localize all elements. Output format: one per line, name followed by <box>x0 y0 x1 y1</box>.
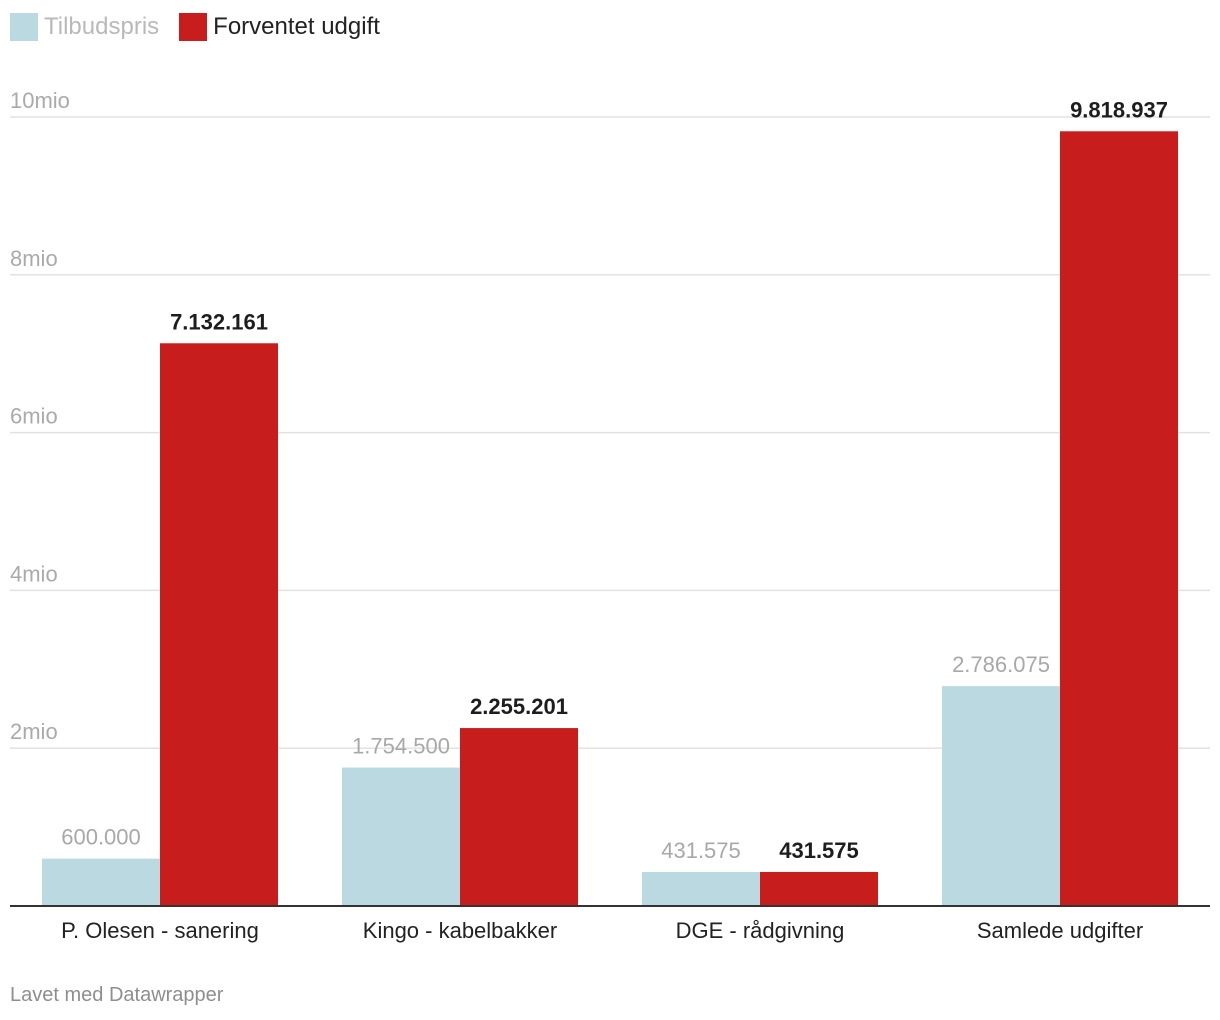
data-label-forventet-udgift-p-olesen-sanering: 7.132.161 <box>170 309 268 334</box>
data-label-tilbudspris-dge-rådgivning: 431.575 <box>661 838 741 863</box>
legend-label-tilbudspris: Tilbudspris <box>44 13 160 40</box>
legend-label-forventet-udgift: Forventet udgift <box>213 13 380 40</box>
y-tick-label-10mio: 10mio <box>10 88 70 113</box>
x-tick-label-p-olesen-sanering: P. Olesen - sanering <box>61 918 259 943</box>
bar-forventet-udgift-kingo-kabelbakker <box>460 728 578 906</box>
bar-tilbudspris-kingo-kabelbakker <box>342 767 460 906</box>
x-tick-label-kingo-kabelbakker: Kingo - kabelbakker <box>363 918 557 943</box>
bar-forventet-udgift-dge-rådgivning <box>760 871 878 906</box>
data-label-tilbudspris-samlede-udgifter: 2.786.075 <box>952 652 1050 677</box>
footer-credit: Lavet med Datawrapper <box>10 984 224 1006</box>
bar-tilbudspris-dge-rådgivning <box>642 871 760 906</box>
legend-swatch-forventet-udgift <box>179 13 208 41</box>
y-tick-label-6mio: 6mio <box>10 404 58 429</box>
bar-forventet-udgift-samlede-udgifter <box>1060 131 1178 906</box>
legend-item-tilbudspris: Tilbudspris <box>10 12 159 42</box>
data-label-forventet-udgift-kingo-kabelbakker: 2.255.201 <box>470 694 568 719</box>
y-tick-label-2mio: 2mio <box>10 719 58 744</box>
bar-forventet-udgift-p-olesen-sanering <box>160 343 278 907</box>
legend-swatch-tilbudspris <box>10 13 38 41</box>
data-label-forventet-udgift-dge-rådgivning: 431.575 <box>779 838 859 863</box>
y-tick-label-4mio: 4mio <box>10 561 58 586</box>
y-tick-label-8mio: 8mio <box>10 246 58 271</box>
x-tick-label-dge-rådgivning: DGE - rådgivning <box>676 918 845 943</box>
bar-chart: 2mio 4mio 6mio 8mio 10mio 600.000 7.132.161 P. … <box>10 88 1210 943</box>
legend: Tilbudspris Forventet udgift <box>10 12 400 42</box>
data-label-tilbudspris-p-olesen-sanering: 600.000 <box>61 825 141 850</box>
bar-tilbudspris-p-olesen-sanering <box>42 858 160 906</box>
data-label-forventet-udgift-samlede-udgifter: 9.818.937 <box>1070 97 1168 122</box>
x-tick-label-samlede-udgifter: Samlede udgifter <box>977 918 1143 943</box>
legend-item-forventet-udgift: Forventet udgift <box>179 12 380 42</box>
bar-tilbudspris-samlede-udgifter <box>942 686 1060 906</box>
data-label-tilbudspris-kingo-kabelbakker: 1.754.500 <box>352 734 450 759</box>
